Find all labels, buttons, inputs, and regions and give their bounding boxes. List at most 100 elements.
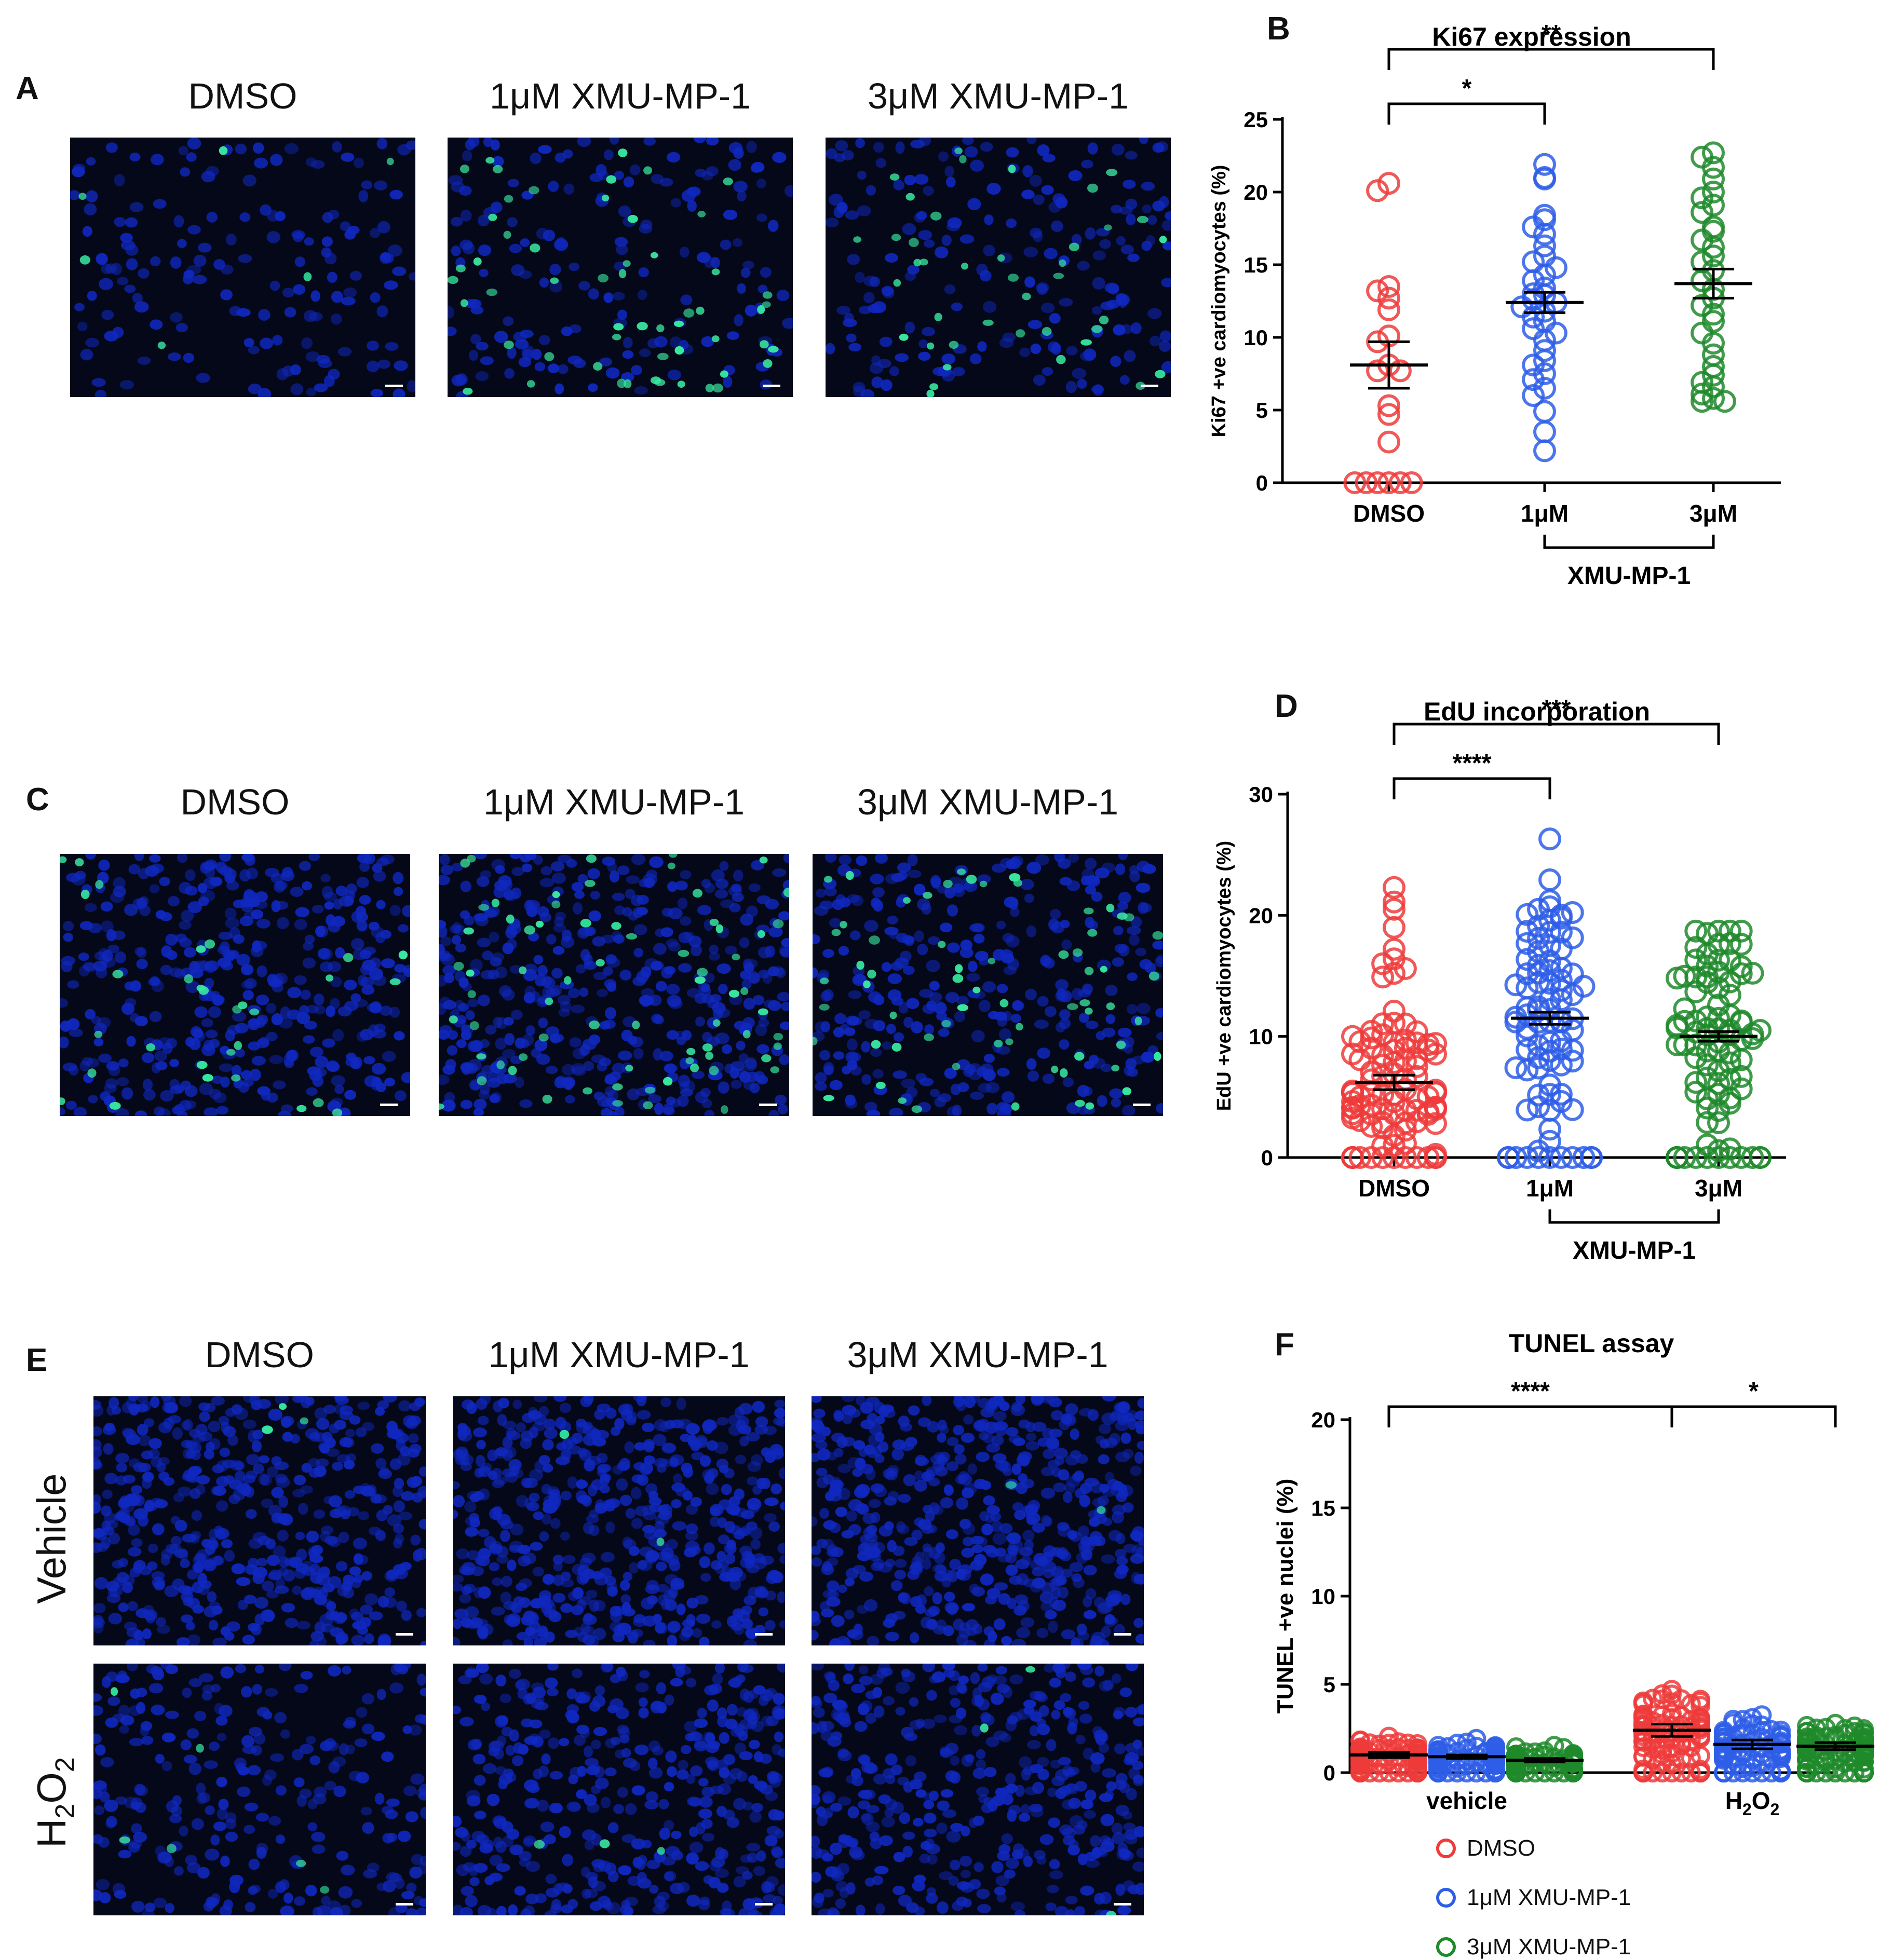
- nucleus: [584, 1794, 597, 1806]
- nucleus: [458, 1675, 472, 1685]
- nucleus: [1036, 1628, 1049, 1638]
- nucleus: [322, 212, 333, 223]
- nucleus: [1054, 1448, 1068, 1459]
- nucleus: [348, 1771, 362, 1781]
- nucleus: [209, 1741, 220, 1751]
- nucleus: [1010, 1014, 1021, 1023]
- nucleus: [860, 1401, 874, 1414]
- nucleus: [375, 932, 386, 944]
- nucleus: [78, 952, 89, 961]
- nucleus: [88, 923, 102, 933]
- nucleus: [733, 1798, 746, 1811]
- nucleus: [190, 968, 204, 978]
- nucleus: [816, 1806, 826, 1817]
- nucleus: [253, 1463, 264, 1474]
- nucleus: [277, 1530, 289, 1542]
- nucleus: [237, 1786, 251, 1797]
- nucleus: [822, 989, 834, 1001]
- scale-bar: [1114, 1633, 1131, 1636]
- y-tick-label: 5: [1256, 398, 1268, 423]
- nucleus: [726, 1704, 738, 1716]
- nucleus: [159, 912, 172, 921]
- nucleus: [448, 175, 463, 185]
- nucleus: [213, 1821, 227, 1831]
- positive-nucleus: [657, 1847, 665, 1855]
- nucleus: [900, 1592, 911, 1604]
- nucleus: [1116, 236, 1126, 246]
- positive-nucleus: [966, 875, 977, 884]
- nucleus: [540, 866, 552, 876]
- nucleus: [115, 1796, 127, 1805]
- nucleus: [151, 154, 164, 166]
- nucleus: [756, 1781, 767, 1792]
- positive-nucleus: [202, 1074, 213, 1082]
- nucleus: [685, 1523, 698, 1534]
- nucleus: [266, 1590, 279, 1599]
- nucleus: [344, 1090, 357, 1100]
- nucleus: [701, 336, 714, 347]
- nucleus: [181, 1420, 191, 1430]
- nucleus: [525, 1692, 536, 1704]
- nucleus: [116, 1572, 129, 1583]
- nucleus: [175, 323, 188, 333]
- data-point: [1533, 377, 1556, 400]
- nucleus: [835, 1506, 847, 1517]
- nucleus: [451, 863, 463, 872]
- nucleus: [642, 1525, 656, 1533]
- nucleus: [624, 1441, 634, 1453]
- nucleus: [155, 1617, 166, 1627]
- nucleus: [997, 1554, 1012, 1563]
- nucleus: [478, 1586, 491, 1599]
- nucleus: [630, 1036, 643, 1047]
- nucleus: [125, 1432, 140, 1445]
- nucleus: [1083, 1564, 1097, 1576]
- nucleus: [275, 1474, 288, 1483]
- nucleus: [187, 138, 201, 149]
- data-point: [1533, 223, 1556, 246]
- nucleus: [254, 1597, 268, 1609]
- nucleus: [753, 1866, 766, 1876]
- nucleus: [855, 138, 865, 148]
- nucleus: [698, 1778, 709, 1787]
- nucleus: [661, 1442, 676, 1454]
- nucleus: [271, 1487, 284, 1499]
- nucleus: [1117, 902, 1129, 910]
- nucleus: [299, 1744, 314, 1754]
- nucleus: [104, 1423, 115, 1432]
- nucleus: [1016, 1482, 1028, 1494]
- nucleus: [496, 1546, 509, 1558]
- nucleus: [733, 869, 744, 882]
- data-point: [1405, 1020, 1428, 1043]
- nucleus: [181, 910, 194, 922]
- positive-nucleus: [938, 941, 946, 948]
- nucleus: [548, 1611, 562, 1623]
- nucleus: [711, 869, 725, 882]
- nucleus: [756, 895, 771, 904]
- nucleus: [758, 970, 770, 978]
- nucleus: [664, 1694, 674, 1706]
- nucleus: [225, 917, 240, 929]
- nucleus: [503, 1639, 513, 1645]
- nucleus: [1118, 295, 1128, 308]
- nucleus: [1062, 1077, 1074, 1087]
- nucleus: [538, 335, 550, 345]
- data-point: [1696, 1146, 1719, 1169]
- nucleus: [420, 1640, 426, 1645]
- positive-nucleus: [606, 175, 616, 184]
- nucleus: [735, 1454, 747, 1465]
- data-point: [1377, 298, 1400, 321]
- significance-label: *: [1462, 75, 1472, 102]
- nucleus: [337, 347, 352, 357]
- nucleus: [875, 1432, 885, 1442]
- nucleus: [731, 1676, 742, 1689]
- nucleus: [1072, 1472, 1084, 1482]
- nucleus: [518, 1556, 531, 1567]
- nucleus: [293, 1896, 306, 1906]
- nucleus: [443, 973, 454, 984]
- nucleus: [1007, 1532, 1021, 1544]
- data-point: [1707, 976, 1730, 1000]
- nucleus: [114, 174, 125, 187]
- nucleus: [128, 864, 141, 875]
- nucleus: [459, 1907, 473, 1915]
- nucleus: [236, 1577, 251, 1586]
